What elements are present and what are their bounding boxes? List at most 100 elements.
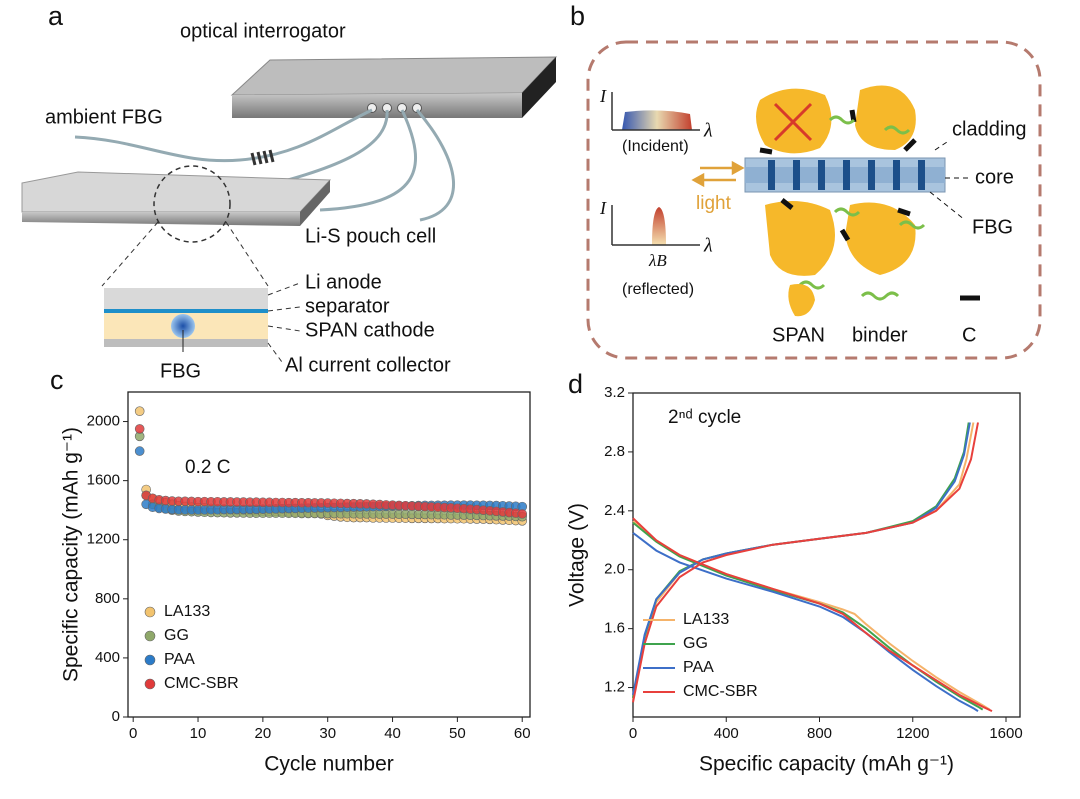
legend-label: CMC-SBR	[164, 675, 239, 692]
y-tick-label: 800	[95, 590, 120, 607]
gratings	[768, 160, 925, 190]
x-tick-label: 20	[255, 725, 272, 742]
legend-label: PAA	[683, 659, 714, 676]
spectrum-axes	[611, 92, 700, 131]
layer-label: Al current collector	[285, 354, 451, 376]
axis-lambda: λ	[703, 120, 713, 142]
panel-label: b	[570, 1, 585, 31]
legend-label: C	[962, 324, 976, 346]
y-axis-label: Specific capacity (mAh g⁻¹)	[60, 427, 83, 682]
x-tick-label: 0	[629, 725, 637, 742]
x-tick-label: 40	[384, 725, 401, 742]
y-tick-label: 2.4	[604, 502, 625, 519]
zoom-line	[101, 221, 159, 287]
reflected-peak	[652, 207, 666, 245]
legend-marker	[144, 606, 156, 618]
legend-marker	[144, 654, 156, 666]
x-tick-label: 10	[190, 725, 207, 742]
layer-leaders	[267, 282, 301, 363]
legend-label: GG	[164, 627, 189, 644]
legend-label: LA133	[683, 611, 729, 628]
x-tick-label: 1200	[896, 725, 929, 742]
interrogator-side	[522, 57, 556, 118]
x-tick-label: 30	[319, 725, 336, 742]
legend-marker	[144, 678, 156, 690]
interrogator-front	[232, 93, 522, 118]
x-axis-label: Cycle number	[264, 753, 394, 776]
layer-label: separator	[305, 295, 390, 317]
label-interrogator: optical interrogator	[180, 20, 346, 42]
axis-i: I	[599, 198, 607, 218]
interrogator-top	[230, 56, 558, 96]
legend-span	[788, 284, 815, 317]
y-tick-label: 2.8	[604, 443, 625, 460]
point	[134, 446, 145, 456]
label-ambient-fbg: ambient FBG	[45, 106, 163, 128]
panel-label: d	[568, 369, 583, 399]
zoom-circle	[153, 165, 231, 243]
point	[134, 424, 145, 434]
frame	[586, 40, 1042, 360]
y-tick-label: 0	[112, 708, 120, 725]
zoom-line	[225, 221, 269, 287]
layer-label: SPAN cathode	[305, 319, 435, 341]
x-axis-label: Specific capacity (mAh g⁻¹)	[699, 753, 954, 776]
lambda-b: λB	[648, 251, 667, 270]
point	[517, 509, 528, 519]
spectrum-axes	[611, 205, 700, 246]
fbg-spot	[171, 314, 195, 338]
y-tick-label: 3.2	[604, 384, 625, 401]
y-tick-label: 1.6	[604, 620, 625, 637]
y-tick-label: 1200	[87, 531, 120, 548]
carbon	[759, 109, 980, 301]
x-tick-label: 60	[514, 725, 531, 742]
leaders	[929, 139, 970, 221]
light-arrows	[691, 160, 745, 188]
layer-collector	[104, 339, 268, 347]
y-tick-label: 2.0	[604, 561, 625, 578]
x-tick-label: 50	[449, 725, 466, 742]
legend-marker	[144, 630, 156, 642]
y-tick-label: 1.2	[604, 679, 625, 696]
legend-label: CMC-SBR	[683, 683, 758, 700]
y-tick-label: 2000	[87, 413, 120, 430]
panel-label: a	[48, 1, 64, 31]
ambient-grating	[250, 149, 275, 166]
binder	[798, 115, 926, 301]
legend-label: SPAN	[772, 324, 825, 346]
label-fbg: FBG	[972, 216, 1013, 238]
plot-frame	[127, 391, 531, 718]
legend-label: LA133	[164, 603, 210, 620]
x-tick-label: 400	[714, 725, 739, 742]
point	[134, 406, 145, 417]
label-fbg: FBG	[160, 360, 201, 382]
expansion-arrows	[773, 102, 813, 142]
legend-label: binder	[852, 324, 908, 346]
x-tick-label: 800	[807, 725, 832, 742]
label-cell: Li-S pouch cell	[305, 225, 436, 247]
curve	[632, 422, 993, 713]
panel-a: a optical interrogator ambient FBG Li-S …	[21, 1, 558, 382]
annotation: 0.2 C	[185, 457, 230, 478]
label-core: core	[975, 166, 1014, 188]
layer-separator	[104, 309, 268, 313]
label-reflected: (reflected)	[622, 281, 694, 298]
label-light: light	[696, 193, 732, 214]
axis-lambda: λ	[703, 235, 713, 257]
panel-label: c	[50, 365, 64, 395]
layer-anode	[104, 288, 268, 310]
legend-label: GG	[683, 635, 708, 652]
label-incident: (Incident)	[622, 138, 689, 155]
layer-label: Li anode	[305, 271, 382, 293]
y-tick-label: 1600	[87, 472, 120, 489]
panel-b: b I λ (Incident) I λ λB (reflected) ligh…	[570, 1, 1042, 360]
y-axis-label: Voltage (V)	[566, 503, 589, 607]
y-tick-label: 400	[95, 649, 120, 666]
legend-label: PAA	[164, 651, 195, 668]
cell-top	[21, 171, 332, 213]
cell-side	[300, 180, 330, 226]
x-tick-label: 0	[129, 725, 137, 742]
incident-spectrum	[622, 110, 692, 130]
x-tick-label: 1600	[989, 725, 1022, 742]
